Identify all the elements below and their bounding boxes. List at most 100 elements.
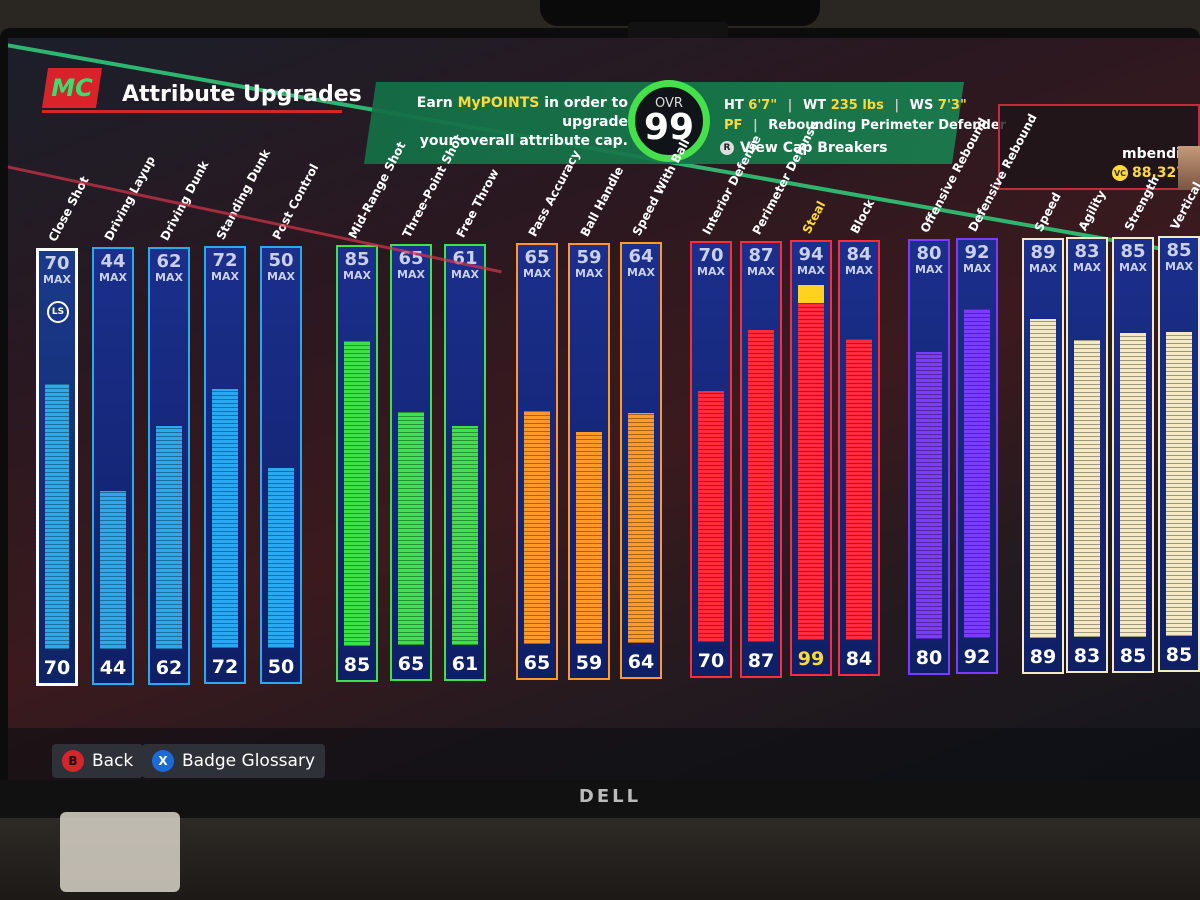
- attribute-max-label: MAX: [1119, 261, 1147, 274]
- attribute-max-value: 61: [452, 248, 478, 269]
- limitless-badge-icon: LS: [47, 301, 69, 323]
- attribute-max-label: MAX: [451, 268, 479, 281]
- attribute-fill: [748, 329, 774, 642]
- back-label: Back: [92, 751, 134, 771]
- attribute-bar: 65 MAX 65: [516, 243, 558, 680]
- attribute-fill: [1030, 319, 1056, 638]
- attribute-max-value: 85: [1120, 241, 1146, 262]
- attribute-fill: [100, 490, 126, 649]
- attribute-fill: [1166, 331, 1192, 636]
- attribute-max-value: 89: [1030, 242, 1056, 263]
- attribute-max-label: MAX: [99, 271, 127, 284]
- attribute-fill: [45, 384, 69, 649]
- vc-balance: VC 88,327: [1112, 165, 1186, 181]
- attribute-fill: [212, 388, 238, 648]
- attribute-bar: 64 MAX 64: [620, 242, 662, 679]
- attribute-rating: 83: [1073, 644, 1101, 667]
- b-button-icon: B: [62, 750, 84, 772]
- vc-coin-icon: VC: [1112, 165, 1128, 181]
- attribute-max-value: 80: [916, 243, 942, 264]
- attribute-max-value: 85: [1166, 240, 1192, 261]
- attribute-max-label: MAX: [627, 266, 655, 279]
- attribute-bar: 80 MAX 80: [908, 239, 950, 676]
- weight-value: 235 lbs: [830, 98, 884, 113]
- attribute-rating: 84: [845, 648, 873, 671]
- attribute-fill: [798, 303, 824, 641]
- attribute-name: Ball Handle: [577, 164, 627, 239]
- attribute-fill: [398, 412, 424, 646]
- position: PF: [724, 118, 743, 133]
- attribute-max-value: 92: [964, 242, 990, 263]
- attribute-bar: 85 MAX 85: [1112, 237, 1154, 673]
- attribute-max-label: MAX: [915, 263, 943, 276]
- attribute-max-label: MAX: [211, 270, 239, 283]
- attribute-fill: [1120, 332, 1146, 637]
- desk: [0, 818, 1200, 900]
- attribute-max-value: 64: [628, 246, 654, 267]
- attribute-rating: 62: [155, 656, 183, 679]
- attribute-rating: 72: [211, 655, 239, 678]
- attribute-name: Block: [847, 197, 878, 236]
- attribute-max-value: 70: [44, 253, 70, 274]
- attribute-fill: [452, 426, 478, 646]
- attribute-max-label: MAX: [267, 270, 295, 283]
- attribute-bar: 65 MAX 65: [390, 244, 432, 682]
- attribute-fill: [1074, 339, 1100, 637]
- attribute-fill: [698, 390, 724, 642]
- attribute-rating: 85: [1119, 644, 1147, 667]
- view-cap-breakers-button[interactable]: R View Cap Breakers: [720, 140, 888, 156]
- attribute-rating: 80: [915, 647, 943, 670]
- attribute-max-label: MAX: [697, 265, 725, 278]
- desk-object: [60, 812, 180, 892]
- banner-line2: your overall attribute cap.: [419, 133, 628, 149]
- attribute-bar: 70 MAX 70: [690, 241, 732, 678]
- attribute-max-label: MAX: [1029, 262, 1057, 275]
- attribute-rating: 87: [747, 649, 775, 672]
- attribute-max-value: 62: [156, 251, 182, 272]
- attribute-max-label: MAX: [343, 269, 371, 282]
- height-label: HT: [724, 98, 744, 113]
- wingspan-label: WS: [909, 98, 934, 113]
- banner-line1-pre: Earn: [416, 95, 458, 111]
- attribute-name: Post Control: [269, 161, 322, 242]
- monitor-chin: [0, 780, 1200, 818]
- avatar: [1178, 146, 1200, 190]
- title-underline: [42, 110, 342, 113]
- attribute-over-cap-fill: [798, 285, 824, 304]
- attribute-max-value: 83: [1074, 241, 1100, 262]
- badge-glossary-button[interactable]: X Badge Glossary: [142, 744, 326, 778]
- back-button[interactable]: B Back: [52, 744, 144, 778]
- attribute-max-label: MAX: [43, 273, 71, 286]
- attribute-bar: 62 MAX 62: [148, 247, 190, 685]
- attribute-rating: 65: [397, 653, 425, 676]
- attribute-bar: 61 MAX 61: [444, 244, 486, 682]
- attribute-name: Steal: [799, 198, 829, 236]
- attribute-max-value: 59: [576, 247, 602, 268]
- attribute-max-value: 44: [100, 251, 126, 272]
- banner-line1-post: in order to upgrade: [539, 95, 628, 130]
- attribute-name: Standing Dunk: [213, 147, 273, 242]
- attribute-max-label: MAX: [1165, 260, 1193, 273]
- attribute-fill: [576, 432, 602, 644]
- attribute-bar: 85 MAX 85: [1158, 236, 1200, 672]
- player-info: HT 6'7" | WT 235 lbs | WS 7'3" PF | Rebo…: [724, 98, 1007, 133]
- attribute-fill: [156, 425, 182, 649]
- attribute-bar: 50 MAX 50: [260, 246, 302, 684]
- attribute-max-label: MAX: [747, 265, 775, 278]
- attribute-fill: [628, 412, 654, 643]
- attribute-max-label: MAX: [797, 264, 825, 277]
- attribute-rating: 65: [523, 652, 551, 674]
- cap-breakers-label: View Cap Breakers: [740, 140, 888, 156]
- attribute-max-value: 72: [212, 250, 238, 271]
- page-title: Attribute Upgrades: [122, 82, 362, 107]
- attribute-rating: 70: [697, 649, 725, 672]
- height-value: 6'7": [748, 98, 778, 113]
- attribute-bar: 92 MAX 92: [956, 238, 998, 674]
- attribute-max-value: 85: [344, 249, 370, 270]
- attribute-max-value: 84: [846, 244, 872, 265]
- attribute-rating: 59: [575, 652, 603, 674]
- attribute-rating: 92: [963, 646, 991, 668]
- user-panel: [998, 104, 1200, 190]
- attribute-max-label: MAX: [575, 267, 603, 280]
- attribute-name: Driving Layup: [101, 153, 158, 243]
